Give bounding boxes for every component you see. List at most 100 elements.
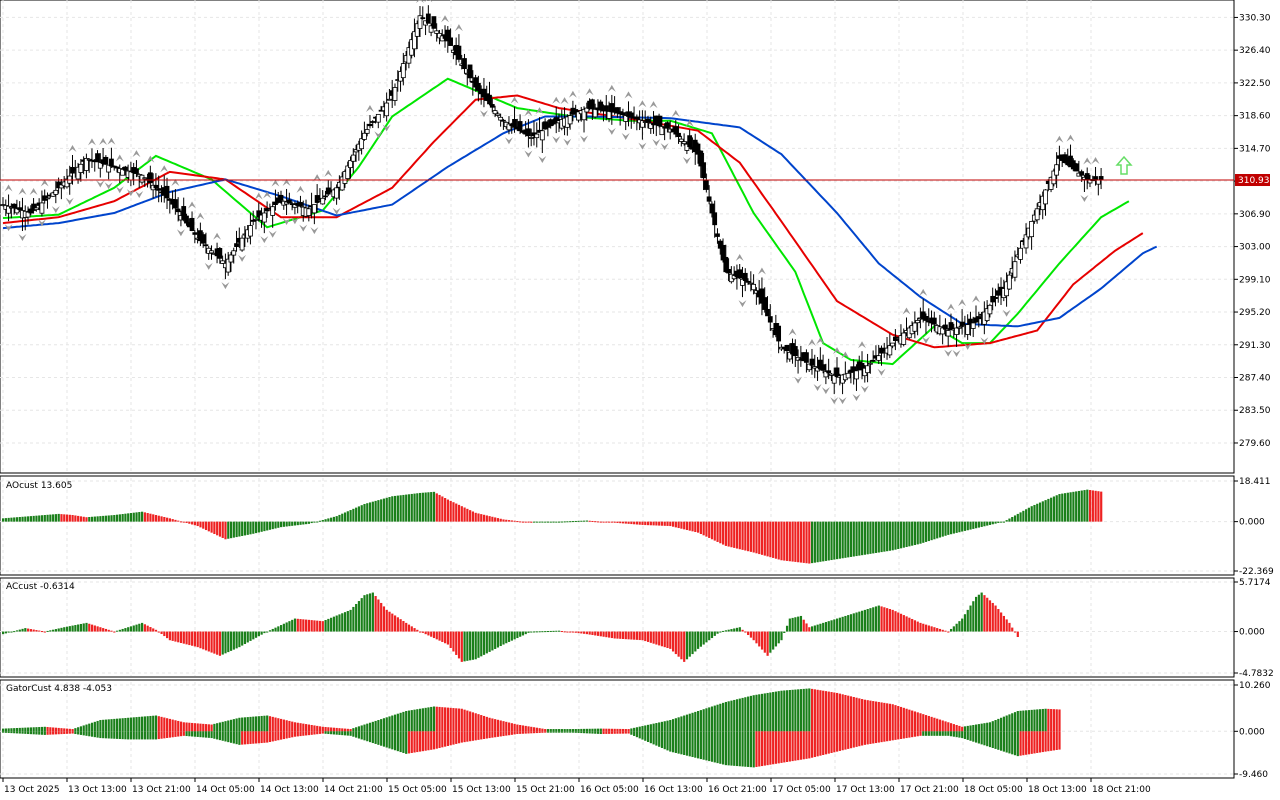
histogram-bar (888, 521, 892, 551)
ao-indicator-pane[interactable]: AOcust 13.605 (0, 475, 1235, 576)
price-axis[interactable]: 330.30326.40322.50318.60314.70310.80306.… (1234, 13, 1274, 780)
fractal-down-icon (838, 397, 847, 405)
histogram-bar (961, 521, 964, 532)
candle (592, 103, 598, 119)
histogram-bar (88, 731, 91, 737)
histogram-bar (399, 731, 402, 753)
histogram-bar (152, 514, 155, 522)
histogram-bar (941, 521, 944, 537)
histogram-bar (60, 627, 63, 632)
y-tick-label: -4.7832 (1239, 669, 1274, 679)
histogram-bar (671, 631, 675, 652)
histogram-bar (530, 726, 533, 732)
candle-body (147, 172, 153, 184)
x-tick-label: 16 Oct 05:00 (580, 785, 639, 795)
histogram-bar (85, 622, 88, 632)
histogram-bar (952, 626, 955, 632)
histogram-bar (1008, 714, 1011, 732)
histogram-bar (115, 718, 119, 732)
histogram-bar (441, 631, 444, 642)
candle (239, 235, 245, 252)
gator-indicator-pane[interactable]: GatorCust 4.838 -4.053 (0, 679, 1235, 779)
histogram-bar (43, 631, 46, 633)
histogram-bar (357, 726, 361, 732)
candle (225, 251, 231, 276)
candle (678, 135, 684, 147)
candle (6, 194, 11, 222)
histogram-bar (772, 521, 775, 558)
histogram-bar (546, 731, 550, 733)
histogram-bar (438, 706, 441, 732)
histogram-bar (82, 731, 85, 736)
histogram-bar (1016, 710, 1019, 732)
time-axis[interactable]: 13 Oct 2025 13 Oct 13:00 13 Oct 21:00 14 Oc… (2, 778, 1151, 795)
histogram-bar (888, 609, 892, 632)
histogram-bar (79, 731, 83, 735)
histogram-bar (496, 719, 500, 732)
histogram-bar (257, 716, 260, 732)
candle (353, 144, 359, 162)
histogram-bar (71, 729, 74, 732)
candle-body (231, 250, 237, 256)
histogram-bar (491, 516, 494, 522)
candle (298, 195, 303, 208)
histogram-bar (641, 731, 644, 740)
histogram-bar (1050, 731, 1053, 751)
histogram-bar (149, 627, 152, 632)
candle (203, 232, 209, 254)
histogram-bar (571, 729, 575, 732)
histogram-bar (986, 521, 989, 526)
histogram-bar (963, 614, 967, 632)
histogram-bar (844, 615, 847, 632)
histogram-bar (1008, 622, 1011, 632)
main-price-pane[interactable] (0, 0, 1235, 474)
candle-body (184, 215, 189, 224)
histogram-bar (293, 722, 297, 732)
histogram-bar (316, 725, 319, 732)
histogram-bar (916, 731, 919, 737)
fractal-up-icon (807, 338, 816, 346)
ac-indicator-pane[interactable]: ACcust -0.6314 (0, 577, 1235, 678)
candle-body (142, 177, 148, 180)
histogram-bar (121, 514, 124, 522)
candle-body (400, 63, 406, 79)
histogram-bar (288, 731, 291, 738)
candle-body (717, 240, 723, 249)
histogram-bar (177, 731, 180, 737)
histogram-bar (193, 723, 197, 732)
histogram-bar (980, 592, 983, 632)
histogram-bar (1019, 731, 1022, 756)
histogram-bar (602, 728, 605, 732)
fractal-down-icon (952, 349, 961, 357)
histogram-bar (977, 594, 980, 632)
histogram-bar (224, 721, 227, 732)
fractal-down-icon (638, 142, 647, 150)
y-tick-label: 303.00 (1239, 243, 1271, 253)
histogram-bar (983, 731, 986, 746)
histogram-bar (1055, 495, 1058, 522)
candle (776, 322, 782, 354)
histogram-bar (566, 729, 569, 732)
histogram-bar (949, 628, 953, 632)
candle (968, 311, 973, 336)
candle (784, 344, 790, 363)
histogram-bar (204, 731, 208, 738)
candle-body (890, 342, 895, 347)
histogram-bar (280, 521, 283, 528)
histogram-bar (858, 731, 861, 747)
candle (292, 201, 298, 215)
histogram-bar (930, 731, 933, 736)
candle (489, 98, 495, 113)
candle-body (751, 283, 756, 291)
histogram-bar (744, 731, 747, 767)
histogram-bar (266, 521, 269, 531)
candle (228, 251, 234, 272)
candle (851, 359, 857, 385)
candle-body (248, 225, 253, 237)
candle-body (965, 324, 971, 335)
histogram-bar (68, 626, 71, 632)
histogram-bar (874, 731, 878, 744)
histogram-bar (46, 731, 49, 735)
histogram-bar (496, 631, 500, 648)
